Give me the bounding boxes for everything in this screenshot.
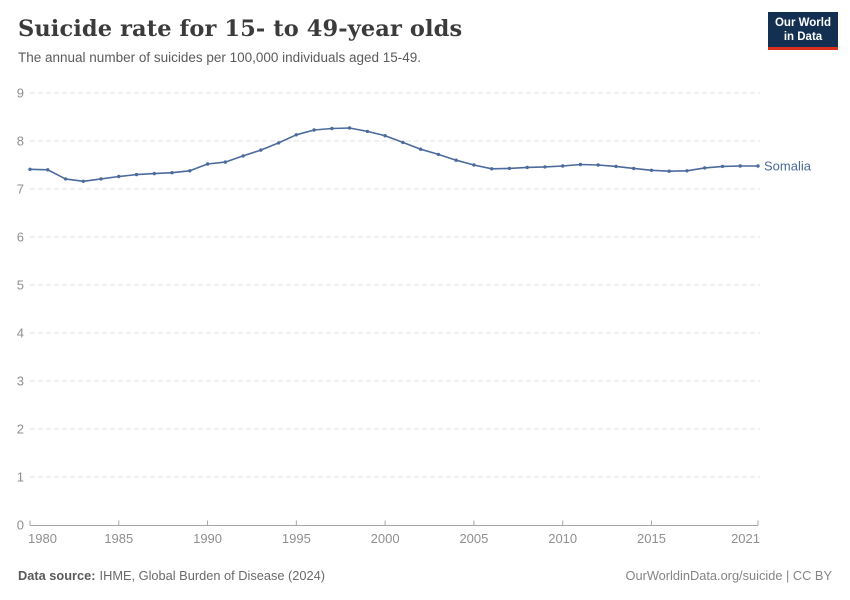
data-point[interactable] bbox=[454, 158, 458, 162]
data-point[interactable] bbox=[578, 162, 583, 167]
data-point[interactable] bbox=[365, 129, 370, 134]
data-point[interactable] bbox=[756, 164, 760, 168]
x-axis-label: 1990 bbox=[193, 531, 222, 546]
y-axis-label: 8 bbox=[17, 134, 24, 149]
data-point[interactable] bbox=[507, 166, 512, 171]
y-axis-label: 3 bbox=[17, 374, 24, 389]
chart-subtitle: The annual number of suicides per 100,00… bbox=[18, 50, 422, 65]
y-axis-label: 7 bbox=[17, 182, 24, 197]
data-point[interactable] bbox=[543, 165, 547, 169]
series-line-somalia bbox=[29, 127, 759, 183]
data-point[interactable] bbox=[170, 171, 174, 175]
owid-logo-line1: Our World bbox=[774, 17, 831, 29]
data-point[interactable] bbox=[401, 140, 405, 145]
data-point[interactable] bbox=[134, 172, 139, 177]
x-axis-label: 2010 bbox=[548, 531, 577, 546]
data-point[interactable] bbox=[436, 152, 441, 157]
x-axis-label: 2021 bbox=[731, 531, 760, 546]
y-axis-label: 9 bbox=[17, 86, 24, 101]
data-point[interactable] bbox=[223, 160, 227, 164]
data-point[interactable] bbox=[525, 165, 529, 170]
data-point[interactable] bbox=[685, 169, 689, 173]
chart-footer: Data source: IHME, Global Burden of Disea… bbox=[18, 568, 832, 583]
y-axis-label: 4 bbox=[17, 326, 24, 341]
x-axis-label: 1985 bbox=[104, 531, 133, 546]
data-point[interactable] bbox=[117, 174, 121, 179]
y-axis-label: 0 bbox=[17, 518, 24, 533]
data-point[interactable] bbox=[720, 164, 725, 169]
data-point[interactable] bbox=[81, 179, 86, 183]
owid-logo[interactable]: Our World in Data bbox=[768, 12, 838, 51]
data-point[interactable] bbox=[383, 134, 387, 138]
data-point[interactable] bbox=[418, 147, 423, 151]
data-point[interactable] bbox=[596, 163, 600, 167]
data-point[interactable] bbox=[738, 164, 742, 168]
x-axis-label: 2000 bbox=[371, 531, 400, 546]
data-point[interactable] bbox=[472, 163, 476, 167]
data-point[interactable] bbox=[703, 166, 707, 170]
y-axis-label: 1 bbox=[17, 470, 24, 485]
entity-label[interactable]: Somalia bbox=[764, 158, 812, 173]
y-axis-label: 2 bbox=[17, 422, 24, 437]
page-title: Suicide rate for 15- to 49-year olds bbox=[18, 16, 463, 42]
data-point[interactable] bbox=[294, 133, 298, 137]
data-point[interactable] bbox=[63, 177, 68, 181]
data-point[interactable] bbox=[188, 169, 192, 173]
data-point[interactable] bbox=[561, 164, 565, 168]
data-point[interactable] bbox=[28, 167, 32, 171]
data-point[interactable] bbox=[347, 126, 352, 130]
data-point[interactable] bbox=[276, 141, 281, 145]
data-source-value: IHME, Global Burden of Disease (2024) bbox=[99, 568, 326, 583]
chart-header: Suicide rate for 15- to 49-year olds The… bbox=[18, 0, 850, 65]
x-axis-label: 1995 bbox=[282, 531, 311, 546]
data-point[interactable] bbox=[205, 162, 210, 166]
data-point[interactable] bbox=[312, 128, 316, 132]
data-source: Data source: IHME, Global Burden of Disea… bbox=[18, 568, 325, 583]
data-point[interactable] bbox=[99, 177, 103, 181]
x-axis-label: 2015 bbox=[637, 531, 666, 546]
data-point[interactable] bbox=[46, 168, 50, 172]
data-point[interactable] bbox=[667, 169, 671, 173]
data-point[interactable] bbox=[632, 166, 636, 171]
x-axis-label: 2005 bbox=[459, 531, 488, 546]
data-point[interactable] bbox=[614, 164, 618, 169]
data-point[interactable] bbox=[330, 126, 334, 131]
data-source-label: Data source: bbox=[18, 568, 96, 583]
data-point[interactable] bbox=[152, 171, 156, 176]
x-axis-label: 1980 bbox=[28, 531, 57, 546]
data-point[interactable] bbox=[649, 168, 654, 172]
y-axis-label: 6 bbox=[17, 230, 24, 245]
data-point[interactable] bbox=[490, 167, 494, 171]
data-point[interactable] bbox=[241, 154, 245, 158]
attribution-link[interactable]: OurWorldinData.org/suicide | CC BY bbox=[625, 568, 833, 583]
y-axis-label: 5 bbox=[17, 278, 24, 293]
data-point[interactable] bbox=[259, 148, 263, 152]
owid-logo-line2: in Data bbox=[783, 31, 823, 44]
